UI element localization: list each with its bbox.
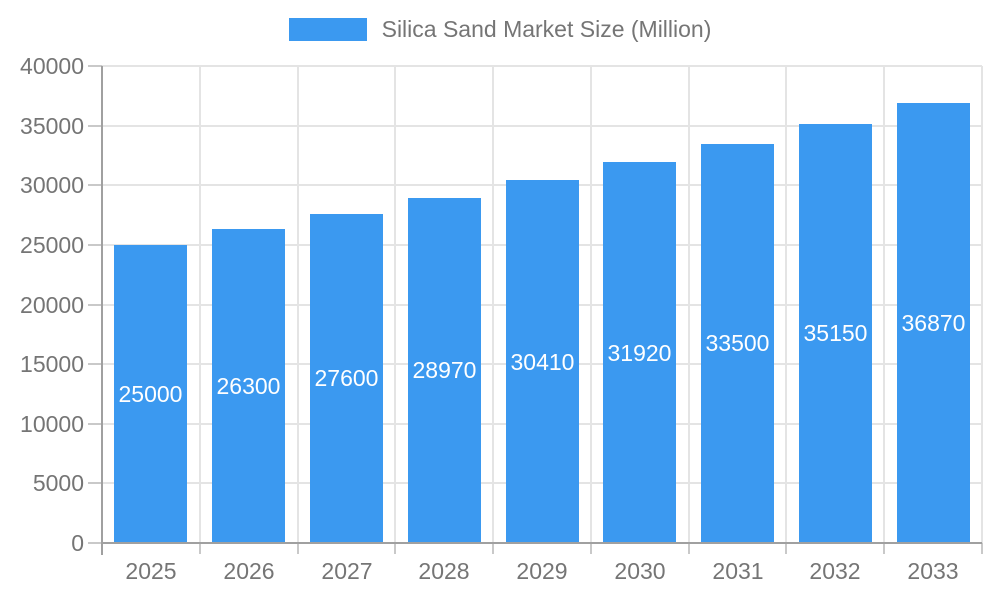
bar-value-label: 36870 <box>901 310 966 336</box>
y-axis-tick <box>88 184 102 187</box>
y-tick-label: 30000 <box>20 172 84 199</box>
v-gridline <box>296 66 299 543</box>
v-gridline <box>981 66 983 543</box>
y-axis-tick <box>88 243 102 246</box>
y-axis-line <box>101 66 103 555</box>
h-gridline <box>102 124 982 127</box>
bar-value-label: 25000 <box>118 381 183 407</box>
y-tick-label: 0 <box>71 530 84 556</box>
legend-swatch <box>288 18 367 41</box>
x-tick-label: 2026 <box>223 558 275 584</box>
x-axis-tick <box>394 543 397 554</box>
v-gridline <box>785 66 788 543</box>
y-tick-label: 10000 <box>20 410 84 437</box>
x-tick-label: 2033 <box>907 558 959 584</box>
legend-label: Silica Sand Market Size (Million) <box>381 16 712 42</box>
x-tick-label: 2032 <box>809 558 861 584</box>
x-tick-label: 2030 <box>614 558 666 584</box>
v-gridline <box>883 66 886 543</box>
y-axis-tick <box>88 65 102 67</box>
bar <box>603 162 676 543</box>
bar <box>799 123 872 543</box>
bar <box>506 180 579 543</box>
x-axis-tick <box>492 543 495 554</box>
y-tick-label: 5000 <box>32 470 84 497</box>
bar-value-label: 35150 <box>803 320 868 346</box>
bar <box>701 143 774 543</box>
x-tick-label: 2031 <box>712 558 764 584</box>
x-tick-label: 2029 <box>516 558 568 584</box>
y-axis-tick <box>88 363 102 366</box>
x-axis-tick <box>198 543 201 554</box>
x-axis-tick <box>981 543 983 554</box>
y-tick-label: 25000 <box>20 231 84 258</box>
y-axis-tick <box>88 542 102 544</box>
x-tick-label: 2028 <box>418 558 470 584</box>
v-gridline <box>394 66 397 543</box>
bar <box>114 244 187 543</box>
y-tick-label: 40000 <box>20 53 84 79</box>
y-axis-tick <box>88 422 102 425</box>
y-axis-tick <box>88 303 102 306</box>
bar <box>408 197 481 543</box>
y-tick-label: 15000 <box>20 351 84 378</box>
y-axis-tick <box>88 124 102 127</box>
y-tick-label: 20000 <box>20 291 84 318</box>
legend: Silica Sand Market Size (Million) <box>0 16 1000 43</box>
legend-item[interactable]: Silica Sand Market Size (Million) <box>288 16 712 43</box>
y-axis-tick <box>88 482 102 485</box>
x-axis-tick <box>785 543 788 554</box>
bar-value-label: 33500 <box>705 330 770 356</box>
h-gridline <box>102 65 982 67</box>
y-tick-label: 35000 <box>20 112 84 139</box>
v-gridline <box>492 66 495 543</box>
bar <box>310 213 383 543</box>
x-tick-label: 2025 <box>125 558 177 584</box>
bar <box>212 229 285 543</box>
bar <box>897 103 970 543</box>
bar-value-label: 30410 <box>510 349 575 375</box>
bar-value-label: 31920 <box>607 340 672 366</box>
v-gridline <box>589 66 592 543</box>
x-axis-line <box>102 542 982 544</box>
x-axis-tick <box>883 543 886 554</box>
bar-value-label: 27600 <box>314 365 379 391</box>
bar-value-label: 26300 <box>216 373 281 399</box>
v-gridline <box>198 66 201 543</box>
x-axis-tick <box>589 543 592 554</box>
x-tick-label: 2027 <box>321 558 373 584</box>
v-gridline <box>687 66 690 543</box>
bar-value-label: 28970 <box>412 357 477 383</box>
x-axis-tick <box>296 543 299 554</box>
x-axis-tick <box>687 543 690 554</box>
